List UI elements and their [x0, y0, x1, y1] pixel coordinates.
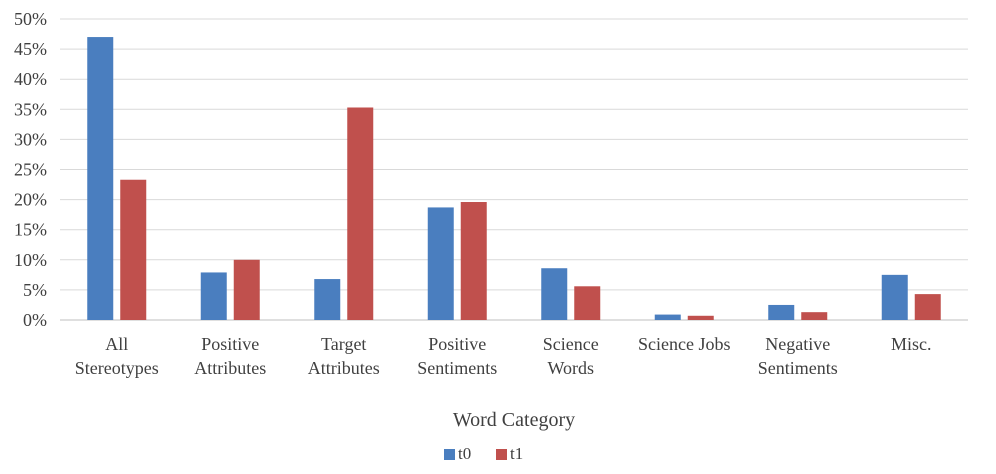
bar-t1: [687, 315, 714, 320]
x-tick-label: Attributes: [194, 358, 266, 378]
bar-t0: [541, 268, 568, 320]
y-tick-label: 25%: [14, 160, 47, 180]
y-axis-ticks: 0% 5% 10% 15% 20% 25% 30% 35% 40% 45% 50%: [14, 9, 47, 330]
bar-t0: [200, 272, 227, 320]
legend-label-t1: t1: [510, 444, 523, 463]
x-tick-label: All: [105, 334, 128, 354]
bar-t0: [314, 279, 341, 320]
x-tick-label: Sentiments: [758, 358, 838, 378]
x-tick-label: Science Jobs: [638, 334, 730, 354]
x-tick-label: Positive: [428, 334, 486, 354]
bar-t0: [881, 274, 908, 320]
y-tick-label: 5%: [23, 280, 47, 300]
x-axis-label: Word Category: [453, 409, 575, 431]
x-tick-label: Sentiments: [417, 358, 497, 378]
y-tick-label: 30%: [14, 129, 47, 149]
legend-swatch-t1: [496, 449, 507, 460]
bar-t1: [347, 107, 374, 320]
y-tick-label: 20%: [14, 190, 47, 210]
bar-t0: [427, 207, 454, 320]
bar-t1: [460, 202, 487, 320]
x-axis-ticks: All Stereotypes Positive Attributes Target At…: [75, 334, 932, 378]
bar-t1: [120, 179, 147, 320]
x-tick-label: Stereotypes: [75, 358, 159, 378]
bar-t1: [914, 294, 941, 320]
y-tick-label: 40%: [14, 69, 47, 89]
bar-t1: [233, 259, 260, 320]
x-tick-label: Positive: [201, 334, 259, 354]
x-tick-label: Target: [321, 334, 366, 354]
x-tick-label: Attributes: [308, 358, 380, 378]
bar-t1: [574, 286, 601, 320]
bar-t0: [654, 314, 681, 320]
y-tick-label: 45%: [14, 39, 47, 59]
x-tick-label: Science: [543, 334, 599, 354]
y-tick-label: 10%: [14, 250, 47, 270]
y-tick-label: 15%: [14, 220, 47, 240]
bars: [87, 37, 941, 321]
x-tick-label: Words: [547, 358, 594, 378]
y-tick-label: 35%: [14, 99, 47, 119]
x-tick-label: Misc.: [891, 334, 932, 354]
legend-swatch-t0: [444, 449, 455, 460]
x-tick-label: Negative: [765, 334, 830, 354]
legend-label-t0: t0: [458, 444, 471, 463]
gridlines: [60, 18, 968, 321]
bar-t0: [87, 37, 114, 321]
y-tick-label: 50%: [14, 9, 47, 29]
bar-t0: [768, 304, 795, 320]
bar-t1: [801, 312, 828, 320]
legend: t0 t1: [444, 444, 523, 463]
y-tick-label: 0%: [23, 310, 47, 330]
